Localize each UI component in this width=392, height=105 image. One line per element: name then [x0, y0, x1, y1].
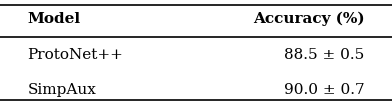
Text: 88.5 ± 0.5: 88.5 ± 0.5 [284, 48, 365, 62]
Text: Model: Model [27, 12, 81, 26]
Text: 90.0 ± 0.7: 90.0 ± 0.7 [284, 83, 365, 97]
Text: ProtoNet++: ProtoNet++ [27, 48, 123, 62]
Text: Accuracy (%): Accuracy (%) [253, 12, 365, 26]
Text: SimpAux: SimpAux [27, 83, 96, 97]
